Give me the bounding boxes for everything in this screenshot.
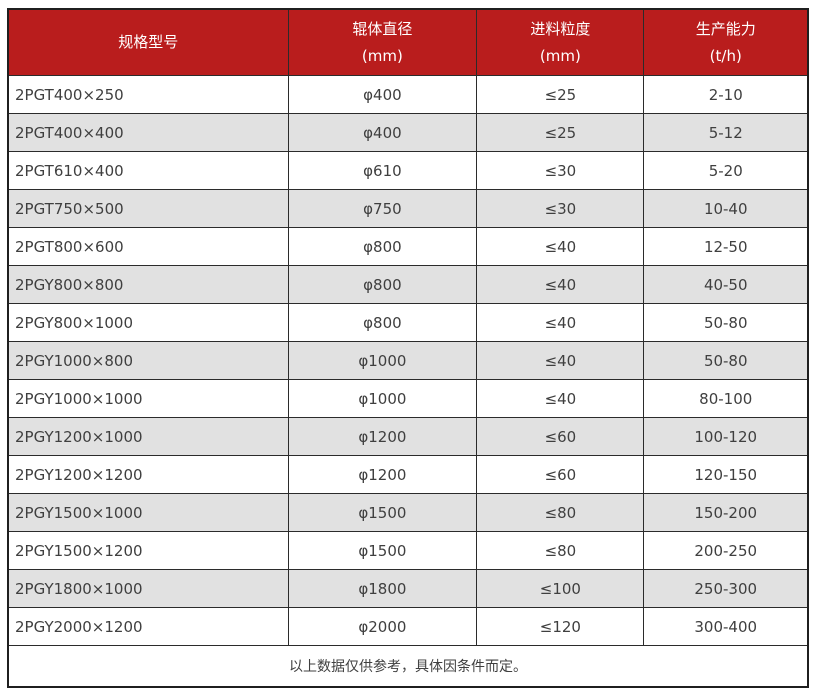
table-row: 2PGY1800×1000 φ1800 ≤100 250-300 — [7, 569, 809, 608]
cell-roller-diameter: φ750 — [287, 189, 478, 228]
table-row: 2PGY800×800 φ800 ≤40 40-50 — [7, 265, 809, 304]
cell-roller-diameter: φ1500 — [287, 531, 478, 570]
cell-capacity: 200-250 — [643, 531, 809, 570]
cell-model: 2PGY1500×1200 — [7, 531, 289, 570]
cell-roller-diameter: φ400 — [287, 75, 478, 114]
cell-feed-size: ≤100 — [476, 569, 645, 608]
cell-model: 2PGY1200×1000 — [7, 417, 289, 456]
cell-roller-diameter: φ800 — [287, 303, 478, 342]
cell-capacity: 80-100 — [643, 379, 809, 418]
cell-model: 2PGY2000×1200 — [7, 607, 289, 646]
cell-capacity: 50-80 — [643, 303, 809, 342]
table-row: 2PGT400×250 φ400 ≤25 2-10 — [7, 75, 809, 114]
table-row: 2PGY1500×1000 φ1500 ≤80 150-200 — [7, 493, 809, 532]
header-feed-size-label: 进料粒度 — [530, 19, 591, 38]
table-row: 2PGT610×400 φ610 ≤30 5-20 — [7, 151, 809, 190]
header-roller-diameter-unit: (mm) — [361, 46, 403, 65]
spec-table-container: 规格型号 辊体直径 (mm) 进料粒度 (mm) 生产能力 (t/h) 2PGT… — [7, 8, 809, 688]
table-row: 2PGT750×500 φ750 ≤30 10-40 — [7, 189, 809, 228]
cell-feed-size: ≤80 — [476, 531, 645, 570]
cell-roller-diameter: φ610 — [287, 151, 478, 190]
header-model: 规格型号 — [7, 8, 289, 76]
cell-feed-size: ≤40 — [476, 341, 645, 380]
cell-model: 2PGY1000×800 — [7, 341, 289, 380]
cell-roller-diameter: φ800 — [287, 265, 478, 304]
spec-table-footer: 以上数据仅供参考，具体因条件而定。 — [7, 645, 809, 688]
table-row: 2PGY1000×800 φ1000 ≤40 50-80 — [7, 341, 809, 380]
cell-feed-size: ≤80 — [476, 493, 645, 532]
cell-roller-diameter: φ1200 — [287, 417, 478, 456]
cell-model: 2PGY800×800 — [7, 265, 289, 304]
cell-model: 2PGT800×600 — [7, 227, 289, 266]
cell-feed-size: ≤25 — [476, 113, 645, 152]
header-row: 规格型号 辊体直径 (mm) 进料粒度 (mm) 生产能力 (t/h) — [7, 8, 809, 76]
cell-roller-diameter: φ2000 — [287, 607, 478, 646]
header-roller-diameter: 辊体直径 (mm) — [287, 8, 478, 76]
table-row: 2PGY1200×1000 φ1200 ≤60 100-120 — [7, 417, 809, 456]
spec-table: 规格型号 辊体直径 (mm) 进料粒度 (mm) 生产能力 (t/h) 2PGT… — [7, 8, 809, 688]
cell-roller-diameter: φ800 — [287, 227, 478, 266]
header-feed-size: 进料粒度 (mm) — [476, 8, 645, 76]
cell-model: 2PGY1500×1000 — [7, 493, 289, 532]
cell-feed-size: ≤60 — [476, 417, 645, 456]
cell-model: 2PGY1800×1000 — [7, 569, 289, 608]
cell-model: 2PGT400×400 — [7, 113, 289, 152]
cell-capacity: 250-300 — [643, 569, 809, 608]
spec-table-header: 规格型号 辊体直径 (mm) 进料粒度 (mm) 生产能力 (t/h) — [7, 8, 809, 76]
footer-row: 以上数据仅供参考，具体因条件而定。 — [7, 645, 809, 688]
cell-feed-size: ≤60 — [476, 455, 645, 494]
cell-capacity: 40-50 — [643, 265, 809, 304]
footer-note: 以上数据仅供参考，具体因条件而定。 — [7, 645, 809, 688]
header-capacity: 生产能力 (t/h) — [643, 8, 809, 76]
cell-capacity: 150-200 — [643, 493, 809, 532]
cell-roller-diameter: φ1800 — [287, 569, 478, 608]
spec-table-body: 2PGT400×250 φ400 ≤25 2-10 2PGT400×400 φ4… — [7, 75, 809, 646]
cell-model: 2PGT610×400 — [7, 151, 289, 190]
cell-feed-size: ≤30 — [476, 151, 645, 190]
header-feed-size-unit: (mm) — [539, 46, 581, 65]
table-row: 2PGY1000×1000 φ1000 ≤40 80-100 — [7, 379, 809, 418]
table-row: 2PGY1500×1200 φ1500 ≤80 200-250 — [7, 531, 809, 570]
cell-capacity: 5-12 — [643, 113, 809, 152]
cell-feed-size: ≤120 — [476, 607, 645, 646]
cell-capacity: 300-400 — [643, 607, 809, 646]
cell-capacity: 100-120 — [643, 417, 809, 456]
table-row: 2PGY2000×1200 φ2000 ≤120 300-400 — [7, 607, 809, 646]
cell-model: 2PGY1000×1000 — [7, 379, 289, 418]
cell-capacity: 10-40 — [643, 189, 809, 228]
cell-feed-size: ≤30 — [476, 189, 645, 228]
cell-model: 2PGY800×1000 — [7, 303, 289, 342]
cell-roller-diameter: φ1000 — [287, 341, 478, 380]
cell-feed-size: ≤25 — [476, 75, 645, 114]
cell-roller-diameter: φ1000 — [287, 379, 478, 418]
cell-feed-size: ≤40 — [476, 303, 645, 342]
cell-model: 2PGY1200×1200 — [7, 455, 289, 494]
cell-feed-size: ≤40 — [476, 265, 645, 304]
cell-model: 2PGT400×250 — [7, 75, 289, 114]
cell-model: 2PGT750×500 — [7, 189, 289, 228]
cell-capacity: 12-50 — [643, 227, 809, 266]
table-row: 2PGT800×600 φ800 ≤40 12-50 — [7, 227, 809, 266]
cell-capacity: 50-80 — [643, 341, 809, 380]
cell-feed-size: ≤40 — [476, 227, 645, 266]
table-row: 2PGY800×1000 φ800 ≤40 50-80 — [7, 303, 809, 342]
cell-capacity: 2-10 — [643, 75, 809, 114]
cell-roller-diameter: φ400 — [287, 113, 478, 152]
cell-capacity: 120-150 — [643, 455, 809, 494]
table-row: 2PGY1200×1200 φ1200 ≤60 120-150 — [7, 455, 809, 494]
header-roller-diameter-label: 辊体直径 — [352, 19, 413, 38]
cell-feed-size: ≤40 — [476, 379, 645, 418]
header-capacity-unit: (t/h) — [709, 46, 742, 65]
table-row: 2PGT400×400 φ400 ≤25 5-12 — [7, 113, 809, 152]
header-model-label: 规格型号 — [118, 33, 179, 51]
cell-capacity: 5-20 — [643, 151, 809, 190]
cell-roller-diameter: φ1200 — [287, 455, 478, 494]
cell-roller-diameter: φ1500 — [287, 493, 478, 532]
header-capacity-label: 生产能力 — [695, 19, 756, 38]
